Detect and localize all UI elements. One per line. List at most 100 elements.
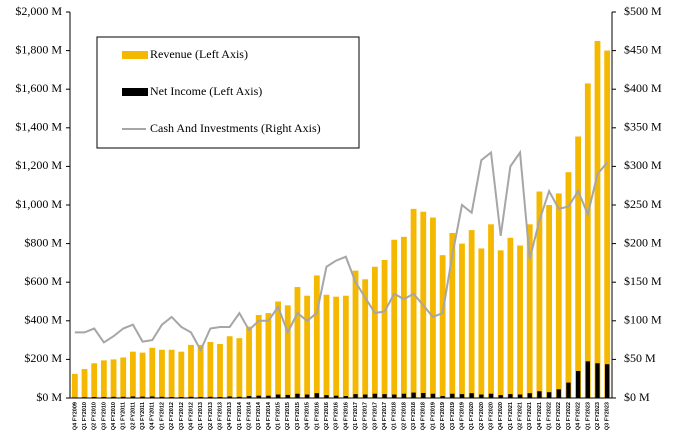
x-tick-label: Q4 FY2020 xyxy=(498,402,504,430)
net-income-bar xyxy=(556,389,561,398)
x-tick-label: Q1 FY2014 xyxy=(237,401,243,430)
net-income-bar xyxy=(604,364,610,398)
net-income-bar xyxy=(450,393,455,398)
revenue-bar xyxy=(497,250,504,398)
net-income-bar xyxy=(227,396,232,398)
net-income-bar xyxy=(121,396,126,398)
net-income-bar xyxy=(517,394,523,398)
x-tick-label: Q2 FY2021 xyxy=(518,402,524,430)
x-tick-label: Q3 FY2018 xyxy=(411,402,417,430)
net-income-bar xyxy=(440,396,445,398)
net-income-bar xyxy=(208,396,213,398)
net-income-bar xyxy=(324,395,329,398)
x-tick-label: Q1 FY2017 xyxy=(353,402,359,430)
revenue-bar xyxy=(459,243,465,398)
x-tick-label: Q4 FY2019 xyxy=(459,402,465,430)
revenue-bar xyxy=(100,360,107,398)
net-income-bar xyxy=(188,396,194,398)
net-income-bar xyxy=(304,394,310,398)
revenue-bar xyxy=(449,232,456,398)
legend-label: Net Income (Left Axis) xyxy=(150,84,262,98)
revenue-bar xyxy=(275,301,281,398)
net-income-bar xyxy=(314,393,319,398)
revenue-bar xyxy=(546,205,552,398)
cash-line xyxy=(74,149,608,353)
x-tick-label: Q2 FY2013 xyxy=(208,402,214,430)
revenue-bar xyxy=(71,373,78,398)
y2-tick-label: $400 M xyxy=(624,81,662,95)
net-income-bar xyxy=(150,396,155,398)
y2-tick-label: $250 M xyxy=(624,197,662,211)
net-income-bar xyxy=(411,392,416,398)
x-tick-label: Q4 FY2018 xyxy=(421,402,427,430)
net-income-bar xyxy=(585,361,590,398)
revenue-bar xyxy=(178,351,185,398)
x-tick-label: Q1 FY2016 xyxy=(314,402,320,430)
revenue-bar xyxy=(313,275,320,398)
x-tick-label: Q3 FY2013 xyxy=(217,402,223,430)
net-income-bar xyxy=(130,396,136,398)
revenue-bar xyxy=(333,296,340,398)
y2-tick-label: $300 M xyxy=(624,158,662,172)
revenue-bar xyxy=(246,326,252,398)
net-income-bar xyxy=(575,370,581,398)
revenue-bar xyxy=(284,305,291,398)
revenue-bar xyxy=(391,239,398,398)
y2-tick-label: $150 M xyxy=(624,274,662,288)
net-income-bar xyxy=(343,396,349,398)
revenue-bar xyxy=(130,351,136,398)
net-income-bar xyxy=(111,396,116,398)
x-tick-label: Q3 FY2022 xyxy=(566,402,572,430)
x-tick-label: Q3 FY2015 xyxy=(295,402,301,430)
revenue-bar xyxy=(188,344,194,398)
net-income-bar xyxy=(256,395,261,398)
revenue-bar xyxy=(371,266,378,398)
x-tick-label: Q2 FY2012 xyxy=(169,402,175,430)
revenue-bar xyxy=(197,344,204,398)
revenue-bar xyxy=(207,342,214,398)
x-tick-label: Q2 FY2022 xyxy=(556,402,562,430)
revenue-bar xyxy=(226,336,233,398)
y2-tick-label: $0 M xyxy=(624,390,650,404)
revenue-bar xyxy=(488,224,494,398)
revenue-bar xyxy=(236,338,243,398)
y2-tick-label: $500 M xyxy=(624,4,662,18)
x-tick-label: Q1 FY2010 xyxy=(82,402,88,430)
revenue-bar xyxy=(410,208,417,398)
y-tick-label: $200 M xyxy=(24,351,62,365)
revenue-bar xyxy=(565,172,572,398)
x-tick-label: Q3 FY2014 xyxy=(256,401,262,430)
y-tick-label: $1,600 M xyxy=(15,81,62,95)
x-tick-label: Q4 FY2015 xyxy=(305,402,311,430)
revenue-bar xyxy=(604,50,611,398)
x-tick-label: Q4 FY2011 xyxy=(150,402,156,430)
revenue-bar xyxy=(468,230,475,398)
x-tick-label: Q2 FY2015 xyxy=(285,402,291,430)
y2-tick-label: $100 M xyxy=(624,313,662,327)
revenue-bar xyxy=(430,217,436,398)
x-tick-label: Q2 FY2020 xyxy=(479,402,485,430)
net-income-bar xyxy=(488,393,494,398)
y-tick-label: $800 M xyxy=(24,235,62,249)
revenue-bar xyxy=(507,237,514,398)
x-tick-label: Q4 FY2013 xyxy=(227,402,233,430)
net-income-bar xyxy=(459,394,465,398)
x-tick-label: Q4 FY2016 xyxy=(343,402,349,430)
net-income-bar xyxy=(401,393,407,398)
legend-label: Cash And Investments (Right Axis) xyxy=(150,121,321,135)
net-income-bar xyxy=(479,394,484,398)
net-income-bar xyxy=(159,396,165,398)
legend-label: Revenue (Left Axis) xyxy=(150,47,248,61)
net-income-bar xyxy=(333,395,339,398)
y-tick-label: $1,800 M xyxy=(15,42,62,56)
revenue-bar xyxy=(294,287,301,398)
revenue-bar xyxy=(526,224,533,398)
x-tick-label: Q1 FY2018 xyxy=(392,402,398,430)
net-income-bar xyxy=(421,392,426,398)
net-income-bar xyxy=(295,393,300,398)
x-tick-label: Q1 FY2021 xyxy=(508,402,514,430)
net-income-bar xyxy=(285,394,290,398)
x-tick-label: Q3 FY2017 xyxy=(372,402,378,430)
x-tick-label: Q2 FY2016 xyxy=(324,402,330,430)
